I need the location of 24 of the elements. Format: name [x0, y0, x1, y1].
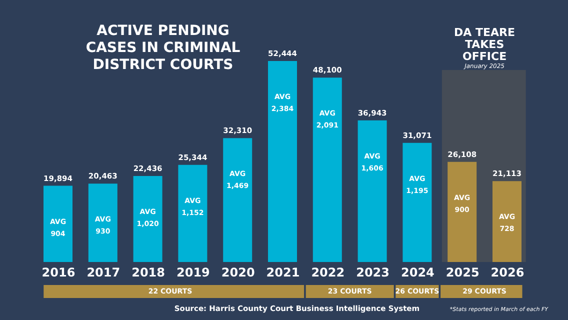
x-tick-label: 2016	[42, 266, 76, 280]
bar	[88, 184, 118, 262]
x-tick-label: 2023	[356, 266, 390, 280]
bar	[44, 186, 72, 262]
bar	[448, 162, 477, 262]
x-tick-label: 2017	[86, 266, 120, 280]
bar	[223, 138, 252, 262]
band-label: DA TEARE TAKES OFFICE	[454, 26, 516, 63]
x-tick-label: 2022	[311, 266, 345, 280]
bar	[268, 61, 297, 262]
chart-title: ACTIVE PENDING CASES IN CRIMINAL DISTRICT COURTS	[86, 23, 240, 73]
x-tick-label: 2024	[400, 266, 434, 280]
x-tick-label: 2021	[266, 266, 300, 280]
x-tick-label: 2025	[446, 266, 480, 280]
x-tick-label: 2018	[132, 266, 166, 280]
bar	[178, 164, 208, 262]
bar	[402, 142, 432, 262]
x-tick-label: 2019	[176, 266, 210, 280]
x-tick-label: 2026	[490, 266, 524, 280]
x-tick-label: 2020	[221, 266, 255, 280]
bar	[492, 181, 522, 262]
bar	[358, 120, 387, 262]
bar	[312, 78, 342, 262]
bar	[133, 176, 162, 262]
